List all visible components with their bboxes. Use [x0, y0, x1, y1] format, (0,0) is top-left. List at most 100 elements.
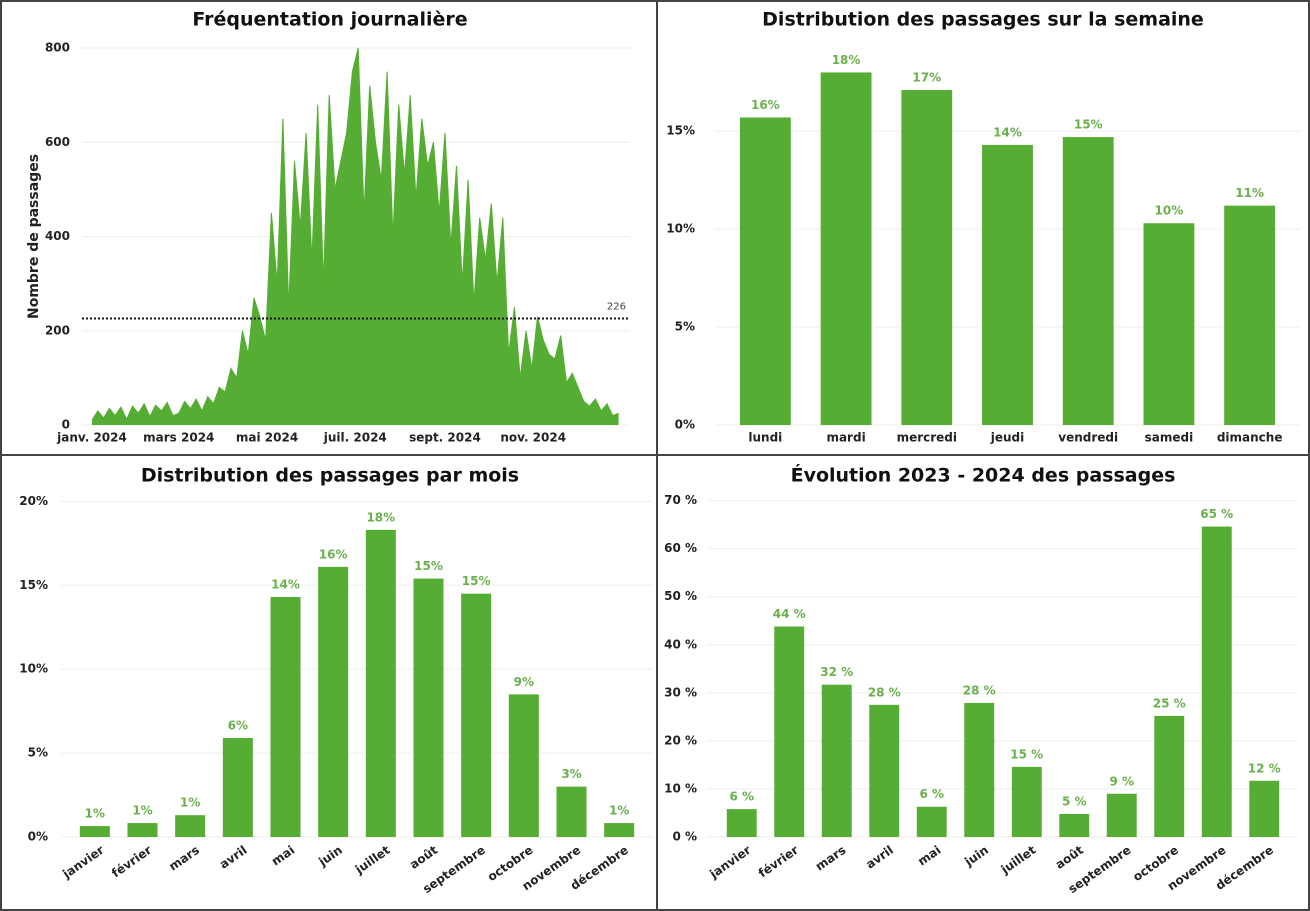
- y-tick-label: 15%: [666, 124, 695, 138]
- value-label: 18%: [832, 53, 861, 67]
- y-tick-label: 600: [45, 135, 70, 149]
- x-tick-label: vendredi: [1058, 431, 1118, 445]
- value-label: 14%: [993, 125, 1022, 139]
- bar: [127, 823, 158, 837]
- mean-label: 226: [607, 301, 626, 312]
- value-label: 1%: [180, 796, 200, 810]
- y-tick-label: 15%: [19, 578, 48, 592]
- bar: [820, 72, 872, 426]
- chart-title: Évolution 2023 - 2024 des passages: [791, 464, 1176, 487]
- chart-title: Distribution des passages par mois: [141, 465, 519, 487]
- value-label: 15%: [462, 574, 491, 588]
- y-tick-label: 60 %: [664, 541, 697, 555]
- x-tick-label: janvier: [706, 843, 753, 882]
- x-tick-label: lundi: [748, 431, 782, 445]
- value-label: 1%: [85, 807, 105, 821]
- y-tick-label: 10%: [666, 222, 695, 236]
- bar: [461, 593, 492, 837]
- x-tick-label: jeudi: [990, 431, 1025, 445]
- y-tick-label: 0: [62, 418, 70, 432]
- value-label: 11%: [1235, 186, 1264, 200]
- bar: [365, 529, 396, 837]
- value-label: 6%: [228, 718, 248, 732]
- value-label: 44 %: [773, 607, 806, 621]
- y-tick-label: 30 %: [664, 685, 697, 699]
- bar: [79, 826, 110, 837]
- value-label: 18%: [366, 510, 395, 524]
- value-label: 16%: [751, 98, 780, 112]
- y-tick-label: 50 %: [664, 589, 697, 603]
- value-label: 28 %: [868, 685, 901, 699]
- bar: [1062, 137, 1114, 425]
- bar: [270, 597, 301, 837]
- x-tick-label: janv. 2024: [56, 431, 127, 445]
- value-label: 6 %: [729, 790, 754, 804]
- value-label: 32 %: [820, 665, 853, 679]
- bar: [1224, 205, 1276, 425]
- bar: [1106, 793, 1137, 837]
- value-label: 9%: [514, 675, 534, 689]
- x-tick-label: juin: [315, 843, 345, 870]
- y-tick-label: 10 %: [664, 781, 697, 795]
- value-label: 5 %: [1062, 794, 1087, 808]
- value-label: 15 %: [1010, 747, 1043, 761]
- bar: [413, 578, 444, 837]
- y-tick-label: 5%: [675, 320, 695, 334]
- x-tick-label: mars 2024: [143, 431, 214, 445]
- value-label: 9 %: [1109, 774, 1134, 788]
- y-tick-label: 5%: [28, 746, 48, 760]
- bar: [1201, 526, 1232, 837]
- bar: [982, 144, 1033, 425]
- x-tick-label: août: [407, 843, 440, 872]
- bar: [774, 626, 805, 837]
- value-label: 65 %: [1200, 507, 1233, 521]
- x-tick-label: mars: [813, 843, 849, 874]
- chart-title: Distribution des passages sur la semaine: [762, 9, 1204, 31]
- value-label: 15%: [1074, 118, 1103, 132]
- area-line: [91, 47, 619, 421]
- y-tick-label: 200: [45, 323, 70, 337]
- x-tick-label: février: [109, 843, 154, 880]
- y-axis-label: Nombre de passages: [26, 154, 42, 319]
- value-label: 1%: [609, 804, 629, 818]
- y-tick-label: 0%: [675, 418, 695, 432]
- value-label: 17%: [912, 71, 941, 85]
- x-tick-label: juillet: [352, 843, 393, 877]
- bar: [916, 806, 947, 837]
- value-label: 25 %: [1153, 696, 1186, 710]
- x-tick-label: sept. 2024: [409, 431, 481, 445]
- x-tick-label: avril: [863, 843, 896, 872]
- bar: [1143, 223, 1195, 425]
- value-label: 16%: [319, 547, 348, 561]
- chart-title: Fréquentation journalière: [192, 9, 467, 31]
- y-tick-label: 800: [45, 41, 70, 55]
- bar: [964, 702, 995, 837]
- x-tick-label: avril: [217, 843, 250, 872]
- x-tick-label: janvier: [59, 843, 106, 882]
- x-tick-label: nov. 2024: [500, 431, 566, 445]
- x-tick-label: mars: [166, 843, 202, 874]
- y-tick-label: 10%: [19, 662, 48, 676]
- y-tick-label: 20 %: [664, 733, 697, 747]
- x-tick-label: samedi: [1145, 431, 1194, 445]
- bar: [604, 823, 635, 837]
- bar: [1059, 813, 1090, 837]
- x-tick-label: mai: [269, 843, 297, 869]
- value-label: 10%: [1155, 204, 1184, 218]
- x-tick-label: mardi: [826, 431, 865, 445]
- bar: [869, 704, 900, 837]
- value-label: 1%: [132, 804, 152, 818]
- x-tick-label: mercredi: [897, 431, 957, 445]
- bar: [556, 786, 587, 837]
- bar: [222, 737, 253, 837]
- y-tick-label: 400: [45, 229, 70, 243]
- y-tick-label: 0%: [28, 830, 48, 844]
- value-label: 6 %: [919, 787, 944, 801]
- x-tick-label: juillet: [998, 843, 1039, 877]
- value-label: 14%: [271, 578, 300, 592]
- x-tick-label: février: [756, 843, 801, 880]
- bar: [508, 694, 539, 837]
- bar: [726, 809, 757, 837]
- bar: [821, 684, 852, 837]
